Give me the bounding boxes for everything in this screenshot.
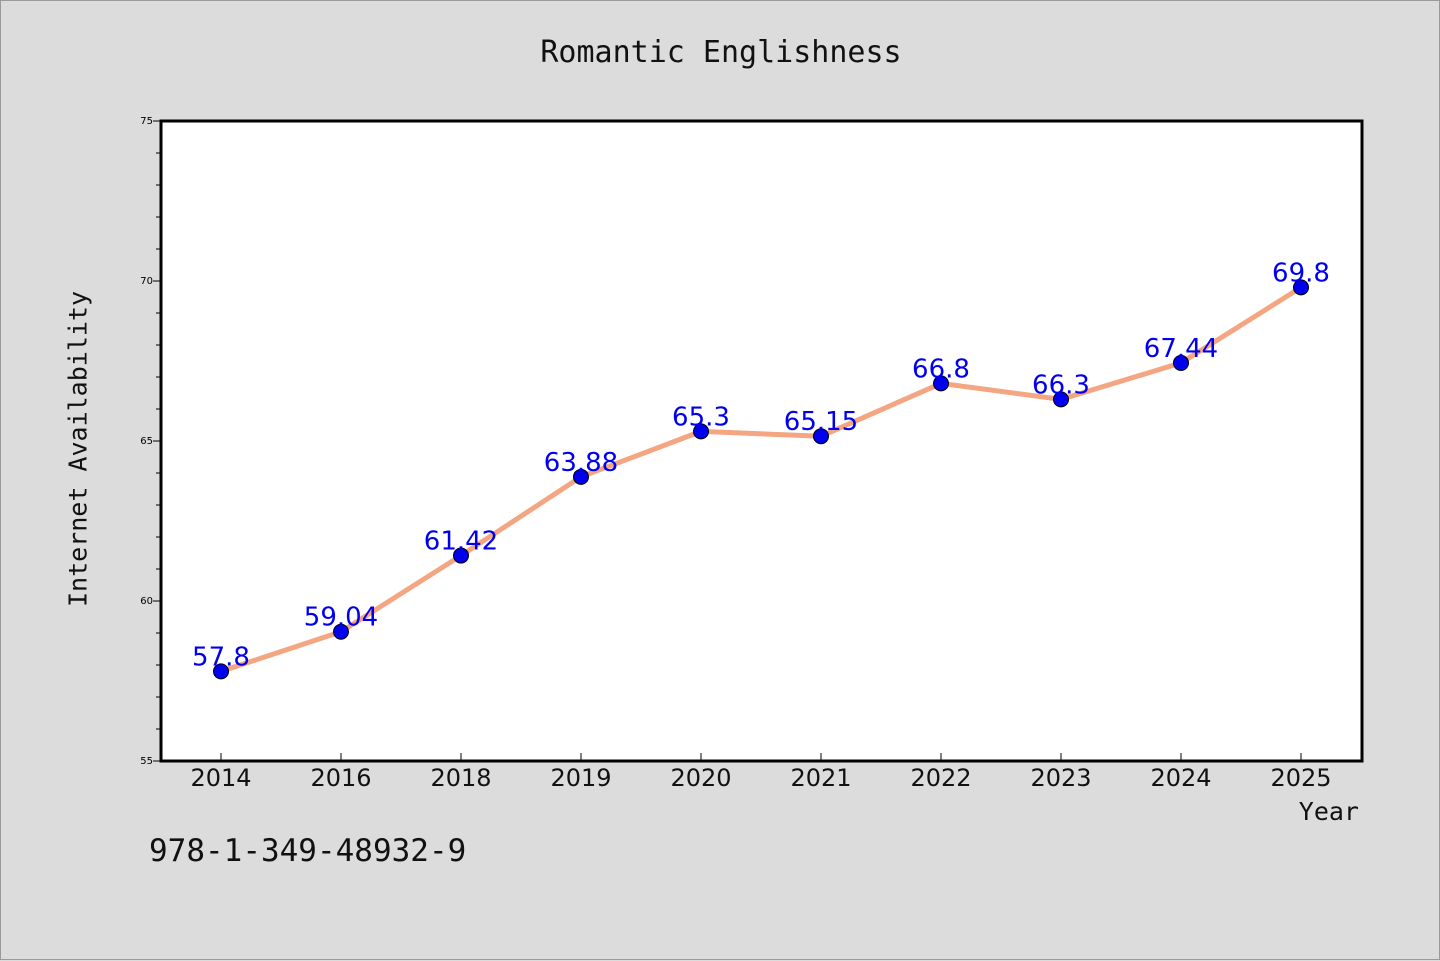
data-label: 66.3: [1032, 370, 1090, 400]
plot-area: [159, 119, 1364, 763]
series-line: [218, 284, 1304, 674]
y-tick-label: 70: [140, 276, 153, 287]
data-point: [813, 428, 829, 445]
data-point: [213, 663, 229, 680]
data-point: [453, 547, 469, 564]
y-axis-label: Internet Availability: [63, 290, 93, 608]
x-tick-label: 2021: [790, 764, 851, 792]
series-group: 57.8 59.04 61.42 63.88 65.3 65.15 66.8 66.3 67.4…: [192, 258, 1330, 680]
data-label: 59.04: [304, 603, 378, 633]
x-axis: 2014 2016 2018 2019 2020 2021 2022 2023 2024 2025: [190, 753, 1332, 792]
x-tick-label: 2019: [550, 764, 611, 792]
isbn-text: 978-1-349-48932-9: [149, 833, 467, 869]
x-tick-label: 2020: [670, 764, 731, 792]
data-point: [1173, 354, 1189, 371]
data-label: 65.3: [672, 402, 730, 432]
y-tick-label: 75: [140, 116, 153, 127]
y-tick-label: 60: [140, 596, 153, 607]
x-tick-label: 2024: [1150, 764, 1211, 792]
data-label: 69.8: [1272, 258, 1330, 288]
x-tick-label: 2014: [190, 764, 251, 792]
data-label: 63.88: [544, 448, 618, 478]
x-tick-label: 2018: [430, 764, 491, 792]
data-point: [693, 423, 709, 440]
data-point: [333, 623, 349, 640]
y-tick-label: 55: [140, 756, 153, 767]
x-axis-label: Year: [1298, 797, 1359, 826]
y-tick-label: 65: [140, 436, 153, 447]
data-point: [933, 375, 949, 392]
x-tick-label: 2023: [1030, 764, 1091, 792]
data-label: 61.42: [424, 527, 498, 557]
data-label: 65.15: [784, 407, 858, 437]
x-tick-label: 2022: [910, 764, 971, 792]
chart-title: Romantic Englishness: [540, 35, 902, 70]
data-label: 57.8: [192, 642, 250, 672]
y-axis: 55 60 65 70 75: [140, 116, 161, 767]
data-label: 67.44: [1144, 334, 1218, 364]
data-label: 66.8: [912, 354, 970, 384]
data-point: [1053, 391, 1069, 408]
x-tick-label: 2016: [310, 764, 371, 792]
data-point: [573, 468, 589, 485]
data-point: [1293, 279, 1309, 296]
x-tick-label: 2025: [1270, 764, 1331, 792]
